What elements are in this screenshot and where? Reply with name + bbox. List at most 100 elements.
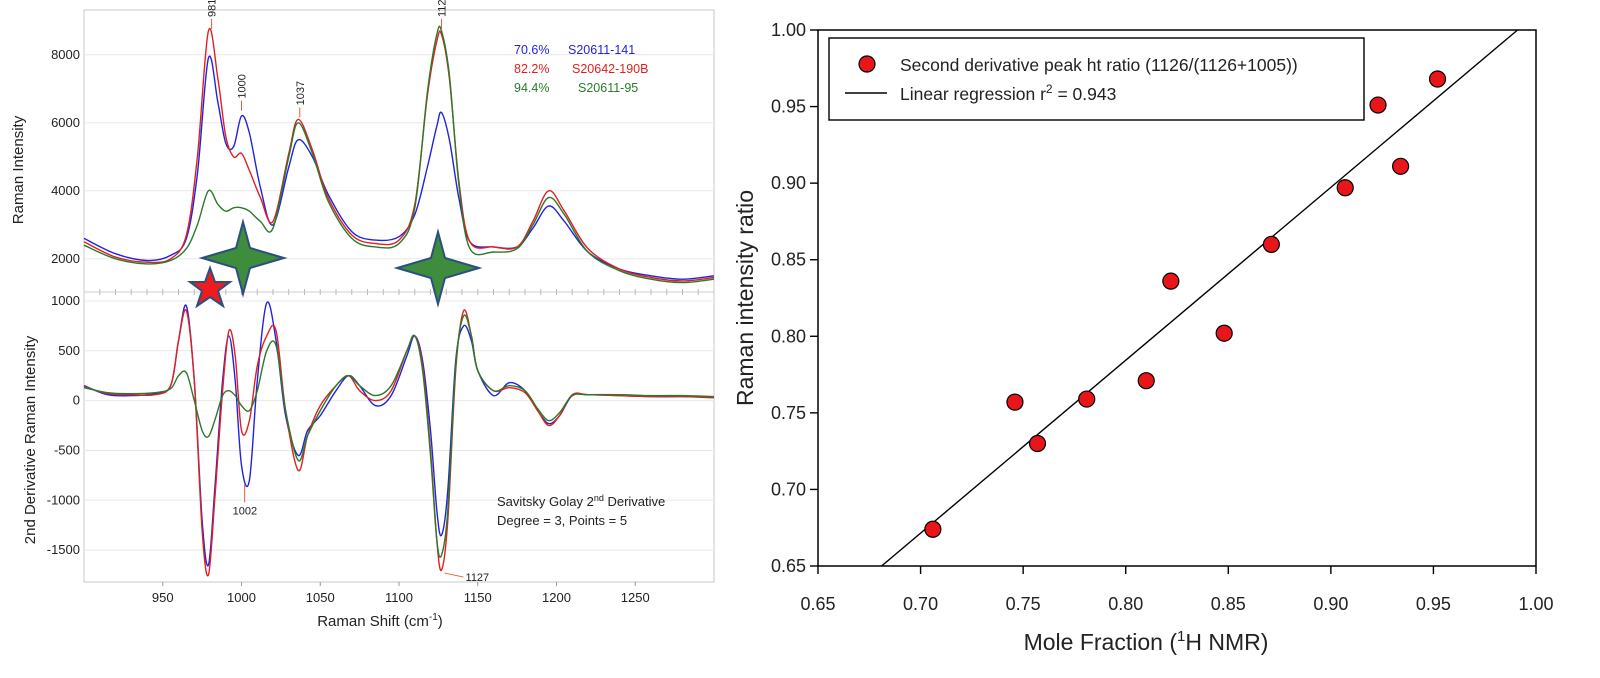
- regression-y-tick-label: 0.85: [771, 250, 806, 270]
- raman-x-tick-label: 1250: [621, 590, 650, 605]
- lower-y-gridlines: [84, 300, 714, 551]
- raman-x-tick-label: 1000: [227, 590, 256, 605]
- lower-y-tick-labels: -1500 -1000 -500 0 500 1000: [47, 293, 80, 557]
- legend-sample-1: S20611-141: [568, 43, 635, 57]
- lower-y-axis-label: 2nd Derivative Raman Intensity: [22, 335, 39, 544]
- legend-scatter-label: Second derivative peak ht ratio (1126/(1…: [900, 55, 1298, 75]
- star-marker-1127: [393, 228, 483, 308]
- raman-x-tick-label: 1150: [464, 590, 492, 605]
- regression-x-label-text: Mole Fraction (: [1024, 629, 1178, 655]
- lower-series-line-2: [83, 309, 715, 577]
- raman-x-tick-label: 1100: [385, 590, 413, 605]
- raman-x-label-close: ): [438, 613, 443, 630]
- raman-x-label-text: Raman Shift (cm: [317, 613, 429, 630]
- lower-y-tick-label: 500: [58, 343, 80, 358]
- raman-x-tick-label: 950: [152, 590, 174, 605]
- raman-x-axis-label: Raman Shift (cm-1): [317, 612, 443, 630]
- legend-line-text: Linear regression r: [900, 84, 1046, 104]
- regression-line: [881, 29, 1518, 567]
- regression-x-ticks: 0.65 0.70 0.75 0.80 0.85 0.90 0.95 1.00: [800, 566, 1554, 614]
- lower-y-tick-label: -1000: [47, 492, 80, 507]
- raman-x-tick-label: 1200: [542, 590, 571, 605]
- scatter-point: [1215, 324, 1233, 342]
- scatter-point: [1392, 157, 1410, 175]
- raman-x-tick-labels: 950 1000 1050 1100 1150 1200 1250: [152, 582, 650, 605]
- regression-y-ticks: 0.65 0.70 0.75 0.80 0.85 0.90 0.95 1.00: [771, 20, 818, 576]
- legend-scatter-marker: [858, 55, 876, 73]
- peak-labels: 981 1000 1037 1127 1002 1127: [207, 0, 490, 584]
- lower-series-line-3: [83, 314, 715, 558]
- upper-series-group: [83, 25, 715, 284]
- upper-peak-label: 1000: [237, 74, 249, 98]
- lower-y-tick-label: -1500: [47, 542, 80, 557]
- regression-y-axis-label: Raman intensity ratio: [732, 190, 758, 406]
- peak-leader: [444, 572, 464, 578]
- regression-x-tick-label: 0.95: [1416, 594, 1451, 614]
- raman-x-tick-label: 1050: [306, 590, 335, 605]
- star-marker-1000: [198, 218, 288, 298]
- annotation-sup: nd: [594, 493, 604, 503]
- legend-line-label: Linear regression r2 = 0.943: [900, 82, 1116, 104]
- upper-y-tick-label: 8000: [51, 47, 80, 62]
- regression-y-tick-label: 0.80: [771, 326, 806, 346]
- upper-series-line-1: [83, 55, 715, 280]
- regression-x-tick-label: 0.70: [903, 594, 938, 614]
- annotation-line2: Degree = 3, Points = 5: [497, 513, 627, 528]
- lower-y-tick-label: -500: [54, 442, 80, 457]
- regression-legend-box: [828, 37, 1365, 121]
- regression-y-tick-label: 0.75: [771, 403, 806, 423]
- upper-y-gridlines: [84, 54, 714, 260]
- scatter-point: [1428, 70, 1447, 88]
- legend-percent-2: 82.2%: [514, 62, 549, 76]
- upper-y-tick-label: 2000: [51, 251, 80, 266]
- regression-y-tick-label: 0.65: [771, 556, 806, 576]
- annotation-line1: Savitsky Golay 2: [497, 494, 594, 509]
- upper-y-tick-label: 4000: [51, 183, 80, 198]
- legend-sample-3: S20611-95: [578, 81, 638, 95]
- annotation-line1-end: Derivative: [604, 494, 665, 509]
- scatter-point: [1006, 393, 1024, 411]
- scatter-point: [1137, 372, 1155, 390]
- legend-sample-2: S20642-190B: [572, 62, 648, 76]
- savitsky-golay-annotation: Savitsky Golay 2nd Derivative Degree = 3…: [497, 493, 665, 528]
- legend-line-sup: 2: [1046, 82, 1053, 96]
- regression-x-tick-label: 0.90: [1313, 594, 1348, 614]
- regression-x-label-sup: 1: [1177, 628, 1185, 645]
- regression-y-tick-label: 0.95: [771, 97, 806, 117]
- upper-peak-label: 1037: [295, 81, 307, 105]
- raman-x-label-sup: -1: [429, 612, 438, 623]
- scatter-point: [924, 520, 942, 538]
- lower-peak-label: 1002: [233, 505, 257, 517]
- lower-y-tick-label: 0: [73, 393, 80, 408]
- regression-x-tick-label: 0.80: [1108, 594, 1143, 614]
- upper-series-line-2: [83, 27, 715, 282]
- legend-line-end: = 0.943: [1053, 84, 1117, 104]
- scatter-point: [1162, 272, 1180, 290]
- scatter-point: [1262, 235, 1280, 253]
- scatter-point: [1369, 96, 1387, 114]
- scatter-point: [1336, 179, 1354, 197]
- lower-peak-label: 1127: [466, 572, 490, 584]
- regression-x-label-end: H NMR): [1185, 629, 1268, 655]
- regression-y-tick-label: 0.90: [771, 173, 806, 193]
- legend-percent-3: 94.4%: [514, 81, 549, 95]
- upper-y-tick-label: 6000: [51, 115, 80, 130]
- upper-peak-label: 981: [207, 0, 219, 17]
- upper-series-line-3: [83, 25, 715, 284]
- upper-peak-label: 1127: [437, 0, 449, 17]
- left-plot-frame: [83, 9, 715, 583]
- upper-y-axis-label: Raman Intensity: [10, 115, 27, 224]
- regression-x-tick-label: 0.85: [1211, 594, 1246, 614]
- upper-y-tick-labels: 2000 4000 6000 8000: [51, 47, 80, 266]
- regression-x-tick-label: 0.65: [800, 594, 835, 614]
- regression-x-axis-label: Mole Fraction (1H NMR): [1024, 628, 1269, 655]
- lower-series-group: [83, 301, 715, 577]
- scatter-point: [1078, 390, 1096, 408]
- regression-panel: 0.65 0.70 0.75 0.80 0.85 0.90 0.95 1.00 0.65 0.7…: [732, 20, 1554, 655]
- regression-points: [924, 70, 1447, 538]
- regression-legend: Second derivative peak ht ratio (1126/(1…: [828, 37, 1365, 121]
- regression-y-tick-label: 1.00: [771, 20, 806, 40]
- svg-text:Savitsky Golay 2nd Derivative: Savitsky Golay 2nd Derivative: [497, 493, 665, 509]
